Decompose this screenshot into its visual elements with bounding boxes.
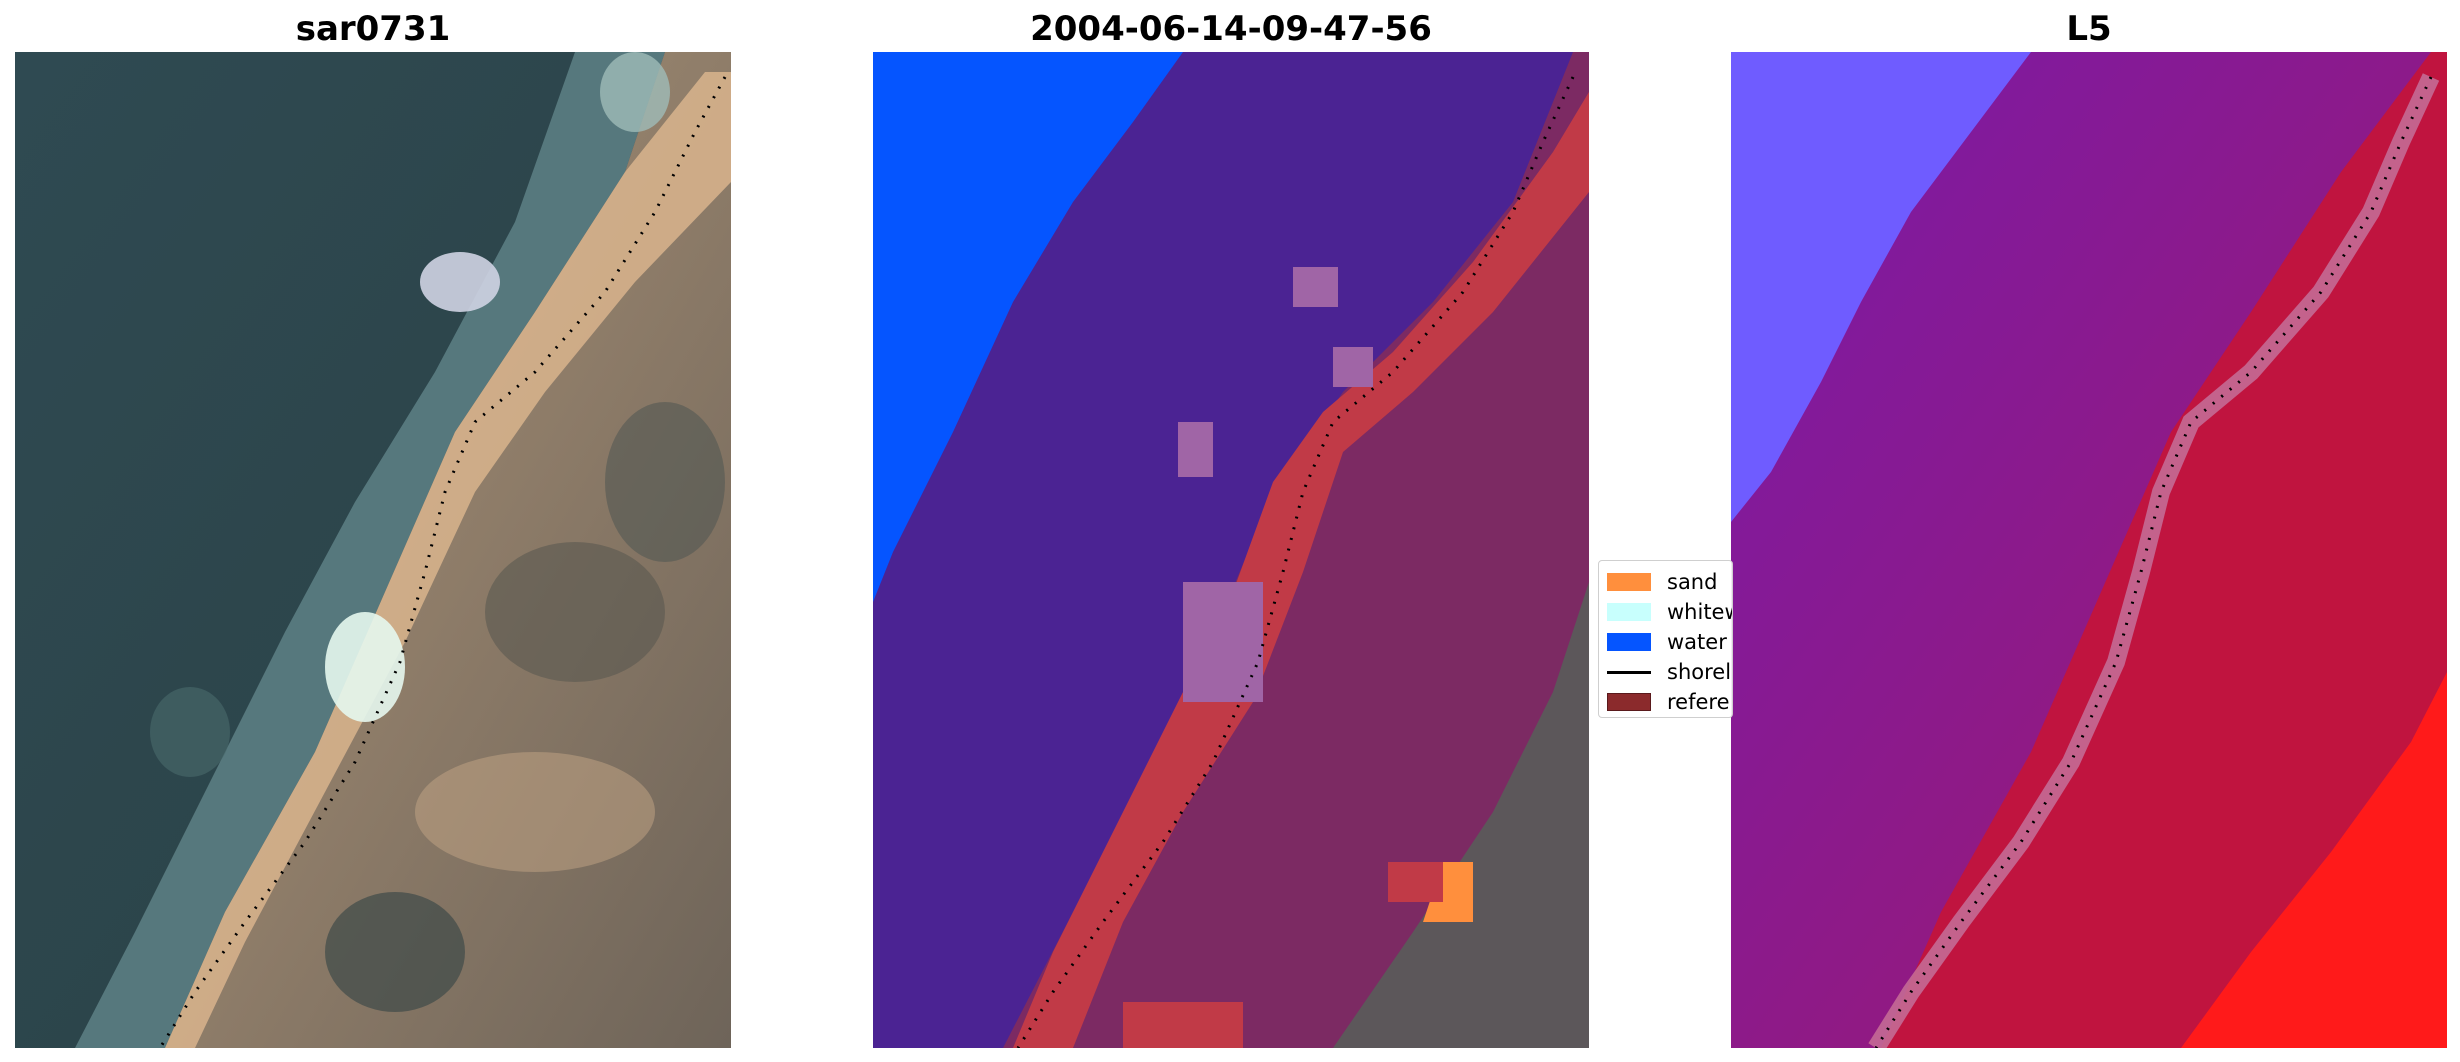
- legend-item-water: water: [1599, 627, 1732, 657]
- index-image: [1731, 52, 2447, 1048]
- rgb-image-panel: [15, 52, 731, 1048]
- legend-item-sand: sand: [1599, 567, 1732, 597]
- legend-label-sand: sand: [1667, 570, 1718, 594]
- classification-panel: [873, 52, 1589, 1048]
- classification-image: [873, 52, 1589, 1048]
- legend-label-reference: refere: [1667, 690, 1730, 714]
- legend-item-shoreline: shorel: [1599, 657, 1732, 687]
- whitewater-swatch: [1607, 603, 1651, 621]
- rgb-image: [15, 52, 731, 1048]
- shoreline-line-swatch: [1607, 670, 1651, 674]
- reference-swatch: [1607, 693, 1651, 711]
- water-swatch: [1607, 633, 1651, 651]
- legend-label-water: water: [1667, 630, 1727, 654]
- legend-item-reference: refere: [1599, 687, 1732, 717]
- index-panel: [1731, 52, 2447, 1048]
- panel-title-rgb: sar0731: [295, 9, 451, 49]
- legend-label-shoreline: shorel: [1667, 660, 1732, 684]
- panel-title-index: L5: [2066, 9, 2112, 49]
- panel-title-classification: 2004-06-14-09-47-56: [1030, 9, 1432, 49]
- sand-swatch: [1607, 573, 1651, 591]
